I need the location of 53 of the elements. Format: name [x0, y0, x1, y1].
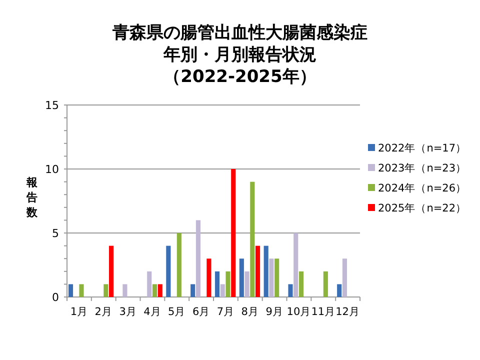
x-tick-label: 8月	[241, 306, 259, 318]
bar	[337, 284, 342, 297]
bar	[288, 284, 293, 297]
x-tick-label: 9月	[266, 306, 284, 318]
x-tick-label: 6月	[192, 306, 210, 318]
x-tick-label: 5月	[168, 306, 186, 318]
bar	[244, 271, 250, 297]
x-tick-label: 3月	[119, 306, 137, 318]
bar	[220, 284, 225, 297]
x-tick-label: 11月	[311, 306, 336, 318]
bar	[255, 246, 260, 297]
legend-label: 2024年（n=26）	[378, 182, 467, 195]
bar	[68, 284, 74, 297]
chart-title: 青森県の腸管出血性大腸菌感染症年別・月別報告状況	[112, 23, 368, 65]
x-tick-label: 2月	[94, 306, 112, 318]
bar	[152, 284, 158, 297]
bar	[190, 284, 196, 297]
bar	[166, 246, 171, 297]
y-tick-label: 5	[52, 226, 59, 240]
bar	[104, 284, 108, 297]
legend-label: 2025年（n=22）	[378, 202, 467, 215]
bar	[298, 271, 304, 297]
y-tick-label: 15	[45, 98, 59, 112]
bar	[196, 220, 200, 297]
x-tick-label: 12月	[336, 306, 360, 318]
legend-label: 2023年（n=23）	[378, 162, 467, 175]
bar	[250, 182, 255, 297]
bar	[206, 258, 212, 297]
y-tick-label: 10	[45, 162, 59, 176]
y-tick-label: 0	[52, 290, 59, 304]
x-tick-label: 7月	[216, 306, 235, 318]
bar	[231, 169, 236, 297]
bar	[269, 258, 274, 297]
y-axis-title: 報告数	[26, 176, 38, 219]
bar	[176, 233, 182, 297]
bar	[214, 271, 220, 297]
bar	[323, 271, 328, 297]
legend-label: 2022年（n=17）	[378, 142, 467, 155]
bar	[122, 284, 128, 297]
bar	[108, 246, 114, 297]
bar	[274, 258, 280, 297]
bar	[239, 258, 244, 297]
x-tick-label: 4月	[144, 306, 162, 318]
bar	[147, 271, 152, 297]
x-tick-label: 10月	[286, 306, 312, 318]
bar	[158, 284, 162, 297]
bar	[342, 258, 347, 297]
bar	[294, 233, 298, 297]
chart-subtitle: （2022-2025年）	[164, 67, 316, 87]
bar	[226, 271, 230, 297]
bar	[79, 284, 84, 297]
bar	[264, 246, 268, 297]
x-tick-label: 1月	[70, 306, 88, 318]
